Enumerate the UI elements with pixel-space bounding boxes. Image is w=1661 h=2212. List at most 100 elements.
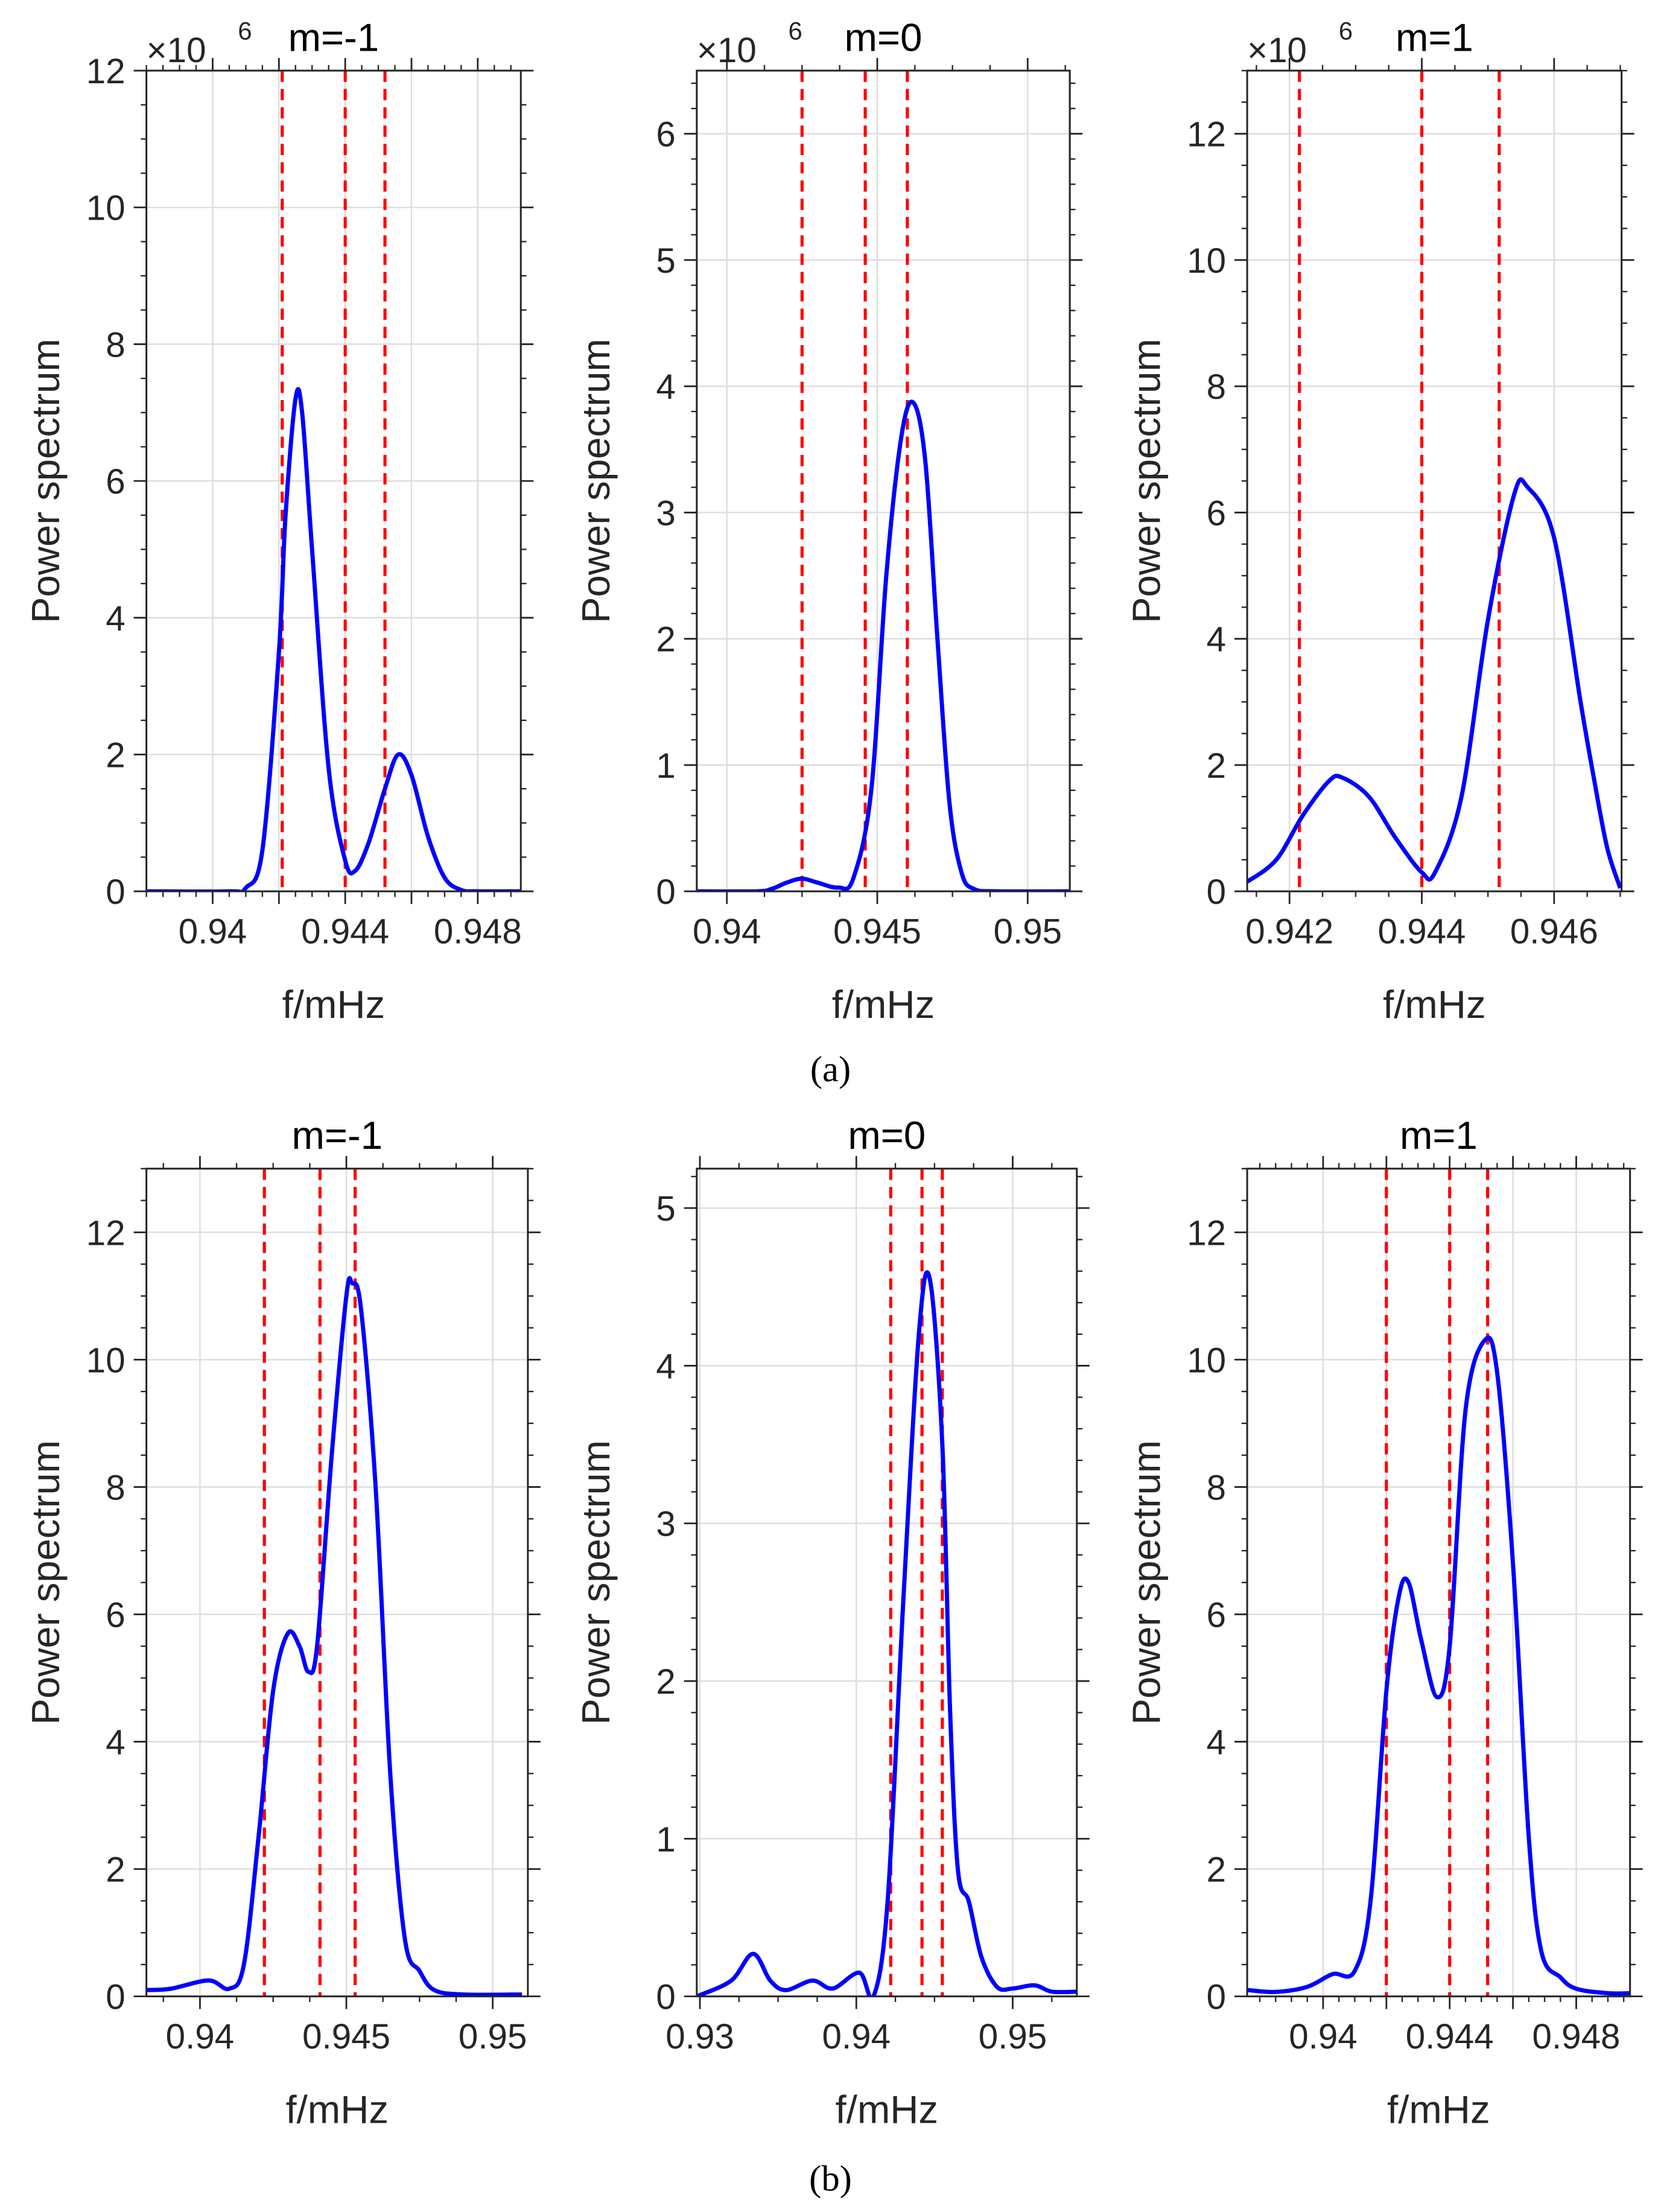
y-tick-label: 5 xyxy=(656,241,675,281)
y-tick-label: 0 xyxy=(1207,1978,1226,2017)
y-tick-label: 0 xyxy=(106,1978,125,2017)
x-tick-label: 0.95 xyxy=(459,2017,527,2056)
y-tick-label: 0 xyxy=(656,1978,675,2017)
x-tick-label: 0.95 xyxy=(979,2017,1047,2056)
x-axis-label: f/mHz xyxy=(836,2088,939,2132)
x-axis-label: f/mHz xyxy=(1387,2088,1490,2132)
y-tick-label: 8 xyxy=(1207,1468,1226,1507)
y-tick-label: 4 xyxy=(1207,620,1226,659)
y-tick-label: 2 xyxy=(656,1662,675,1702)
x-tick-label: 0.944 xyxy=(1406,2017,1494,2056)
y-tick-label: 3 xyxy=(656,494,675,533)
spectrum-curve xyxy=(146,387,521,892)
y-tick-label: 12 xyxy=(1187,115,1226,154)
axes-frame xyxy=(145,1168,529,1998)
x-tick-label: 0.944 xyxy=(301,912,389,952)
y-tick-label: 12 xyxy=(86,1213,125,1253)
y-axis-label: Power spectrum xyxy=(574,1440,618,1725)
axes-frame xyxy=(1246,69,1623,892)
spectrum-curve xyxy=(1247,477,1622,889)
spectrum-curve xyxy=(696,1270,1077,1997)
axes-frame xyxy=(145,69,522,892)
exponent-power: 6 xyxy=(1339,17,1353,45)
y-axis-label: Power spectrum xyxy=(24,338,68,623)
y-tick-label: 0 xyxy=(1207,872,1226,912)
panel-6: 0.94 0.944 0.948 0 2 4 6 8 10 12 f/mHz Power spectr… xyxy=(1124,1113,1643,2132)
panel-1: 0.94 0.944 0.948 0 2 4 6 8 10 12 f/mHz Power spectr… xyxy=(24,15,534,1026)
x-tick-label: 0.946 xyxy=(1510,912,1598,952)
y-tick-label: 6 xyxy=(1207,494,1226,533)
panel-3: 0.942 0.944 0.946 0 2 4 6 8 10 12 f/mHz Power spect… xyxy=(1124,15,1634,1026)
y-tick-label: 6 xyxy=(106,462,125,501)
panel-title: m=-1 xyxy=(291,1113,383,1157)
exponent-label: ×10 xyxy=(147,31,206,70)
y-tick-label: 2 xyxy=(106,736,125,775)
axes-frame xyxy=(696,1168,1078,1998)
axes-frame xyxy=(1246,1168,1631,1998)
y-tick-label: 10 xyxy=(1187,1341,1226,1380)
y-axis-label: Power spectrum xyxy=(574,338,618,623)
y-tick-label: 0 xyxy=(106,872,125,912)
y-tick-label: 2 xyxy=(1207,746,1226,786)
x-axis-label: f/mHz xyxy=(286,2088,389,2132)
exponent-power: 6 xyxy=(238,17,252,45)
x-tick-label: 0.95 xyxy=(994,912,1062,952)
y-tick-label: 10 xyxy=(1187,241,1226,281)
y-tick-label: 6 xyxy=(1207,1595,1226,1635)
axes-frame xyxy=(696,69,1071,892)
caption-a: (a) xyxy=(810,1049,851,1090)
panel-title: m=-1 xyxy=(288,15,380,59)
x-tick-label: 0.942 xyxy=(1245,912,1333,952)
y-tick-label: 12 xyxy=(1187,1213,1226,1253)
y-tick-label: 6 xyxy=(656,115,675,154)
exponent-label: ×10 xyxy=(697,31,757,70)
y-axis-label: Power spectrum xyxy=(1124,338,1168,623)
panel-title: m=0 xyxy=(845,15,923,59)
panel-title: m=0 xyxy=(848,1113,926,1157)
y-tick-label: 4 xyxy=(106,1723,125,1762)
x-tick-label: 0.94 xyxy=(822,2017,891,2056)
x-tick-label: 0.94 xyxy=(1289,2017,1358,2056)
panel-title: m=1 xyxy=(1396,15,1473,59)
y-axis-label: Power spectrum xyxy=(1124,1440,1168,1725)
spectrum-curve xyxy=(146,1276,522,1997)
y-tick-label: 10 xyxy=(86,189,125,228)
y-tick-label: 2 xyxy=(106,1851,125,1890)
y-axis-label: Power spectrum xyxy=(24,1440,68,1725)
x-tick-label: 0.948 xyxy=(434,912,522,952)
exponent-power: 6 xyxy=(789,17,802,45)
y-tick-label: 1 xyxy=(656,1820,675,1859)
y-tick-label: 10 xyxy=(86,1341,125,1380)
y-tick-label: 4 xyxy=(1207,1723,1226,1762)
y-tick-label: 2 xyxy=(656,620,675,659)
y-tick-label: 8 xyxy=(106,325,125,364)
spectrum-curve xyxy=(696,399,1070,892)
x-axis-label: f/mHz xyxy=(282,982,386,1026)
panel-4: 0.94 0.945 0.95 0 2 4 6 8 10 12 f/mHz Power spectru… xyxy=(24,1113,541,2132)
y-tick-label: 2 xyxy=(1207,1851,1226,1890)
x-tick-label: 0.945 xyxy=(833,912,921,952)
y-tick-label: 12 xyxy=(86,52,125,91)
panel-5: 0.93 0.94 0.95 0 1 2 3 4 5 f/mHz Power spectrum m=0 xyxy=(574,1113,1090,2132)
x-tick-label: 0.948 xyxy=(1532,2017,1621,2056)
x-axis-label: f/mHz xyxy=(832,982,935,1026)
panel-2: 0.94 0.945 0.95 0 1 2 3 4 5 6 f/mHz Power spectrum m… xyxy=(574,15,1083,1026)
caption-b: (b) xyxy=(809,2159,852,2199)
spectrum-curve xyxy=(1247,1335,1630,1996)
x-tick-label: 0.94 xyxy=(166,2017,235,2056)
panel-title: m=1 xyxy=(1400,1113,1478,1157)
exponent-label: ×10 xyxy=(1247,31,1307,70)
y-tick-label: 1 xyxy=(656,746,675,786)
x-axis-label: f/mHz xyxy=(1383,982,1486,1026)
x-tick-label: 0.93 xyxy=(665,2017,734,2056)
y-tick-label: 6 xyxy=(106,1595,125,1635)
x-tick-label: 0.94 xyxy=(693,912,761,952)
x-tick-label: 0.94 xyxy=(179,912,247,952)
y-tick-label: 4 xyxy=(656,1347,675,1386)
y-tick-label: 5 xyxy=(656,1189,675,1228)
x-tick-label: 0.945 xyxy=(302,2017,390,2056)
y-tick-label: 3 xyxy=(656,1505,675,1544)
y-tick-label: 4 xyxy=(656,367,675,407)
y-tick-label: 4 xyxy=(106,599,125,638)
